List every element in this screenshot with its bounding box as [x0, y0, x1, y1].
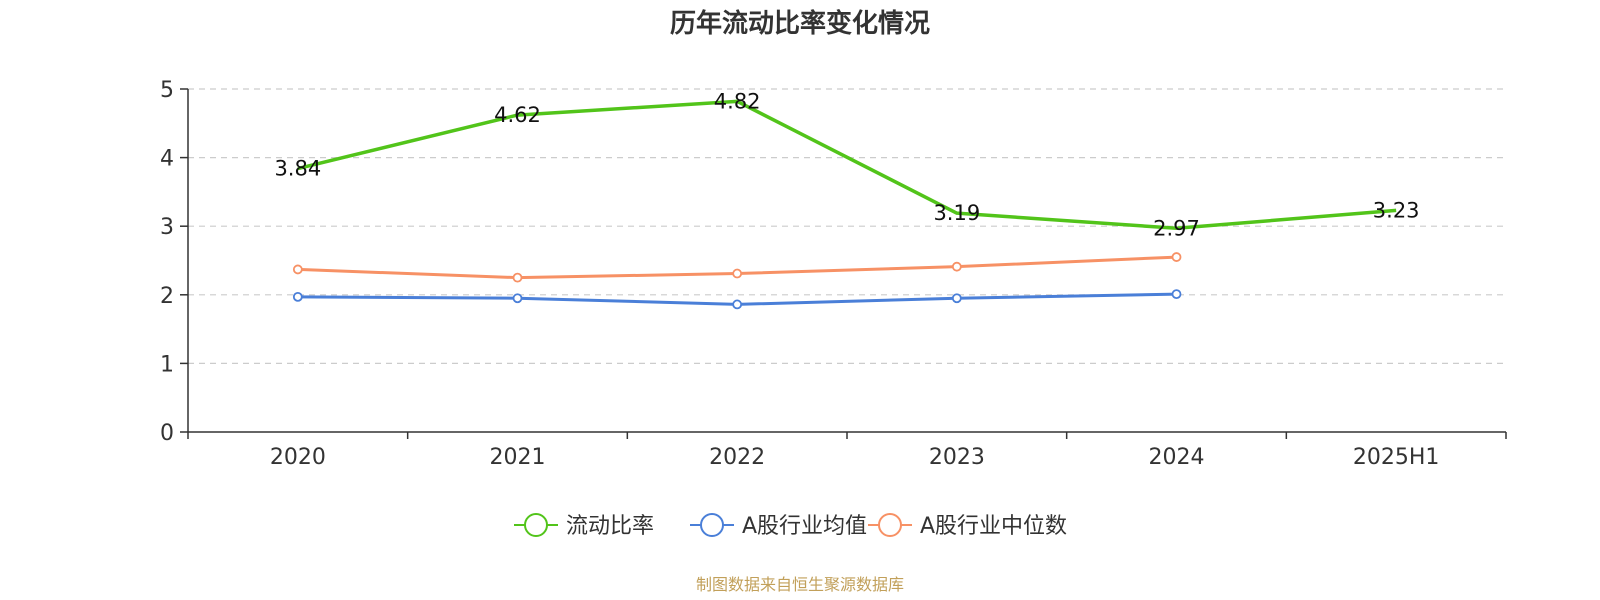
legend-item[interactable]: 流动比率: [514, 513, 654, 539]
y-tick-label: 5: [160, 78, 174, 103]
y-tick-label: 0: [160, 421, 174, 446]
source-note: 制图数据来自恒生聚源数据库: [696, 575, 904, 594]
data-point: [951, 293, 962, 304]
x-tick-label: 2022: [709, 445, 765, 470]
data-point: [512, 293, 523, 304]
y-tick-label: 4: [160, 147, 174, 172]
data-point: [732, 299, 743, 310]
y-tick-label: 3: [160, 215, 174, 240]
data-point: [292, 264, 303, 275]
legend-label: A股行业均值: [742, 514, 867, 539]
data-label: 3.84: [274, 157, 321, 181]
legend-swatch-icon: [524, 513, 548, 537]
data-label: 3.19: [933, 201, 980, 225]
legend[interactable]: 流动比率 A股行业均值 A股行业中位数: [514, 513, 1067, 539]
x-tick-label: 2024: [1149, 445, 1205, 470]
data-label: 3.23: [1373, 198, 1420, 222]
legend-label: 流动比率: [566, 514, 654, 539]
data-label: 2.97: [1153, 216, 1200, 240]
data-point: [1171, 289, 1182, 300]
legend-item[interactable]: A股行业均值: [690, 513, 867, 539]
y-tick-label: 2: [160, 284, 174, 309]
legend-swatch-icon: [878, 513, 902, 537]
data-point: [512, 272, 523, 283]
data-label: 4.82: [714, 89, 761, 113]
chart-title: 历年流动比率变化情况: [670, 8, 930, 39]
data-point: [292, 291, 303, 302]
axes: 0 1 2 3 4 5 2020 2021 2022 2023 2024 2025H1: [160, 78, 1507, 470]
data-point: [1171, 252, 1182, 262]
grid-lines: [188, 88, 1506, 364]
data-point: [732, 268, 743, 279]
series-group: [292, 99, 1397, 310]
legend-swatch-icon: [700, 513, 724, 537]
series-line: [297, 99, 1397, 231]
legend-label: A股行业中位数: [920, 514, 1067, 539]
data-label: 4.62: [494, 103, 541, 127]
x-tick-label: 2023: [929, 445, 985, 470]
legend-item[interactable]: A股行业中位数: [868, 513, 1067, 539]
x-tick-label: 2025H1: [1353, 445, 1440, 470]
x-tick-label: 2020: [270, 445, 326, 470]
x-tick-label: 2021: [490, 445, 546, 470]
data-point: [951, 261, 962, 272]
data-labels: 3.84 4.62 4.82 3.19 2.97 3.23: [274, 89, 1419, 240]
y-tick-label: 1: [160, 352, 174, 377]
